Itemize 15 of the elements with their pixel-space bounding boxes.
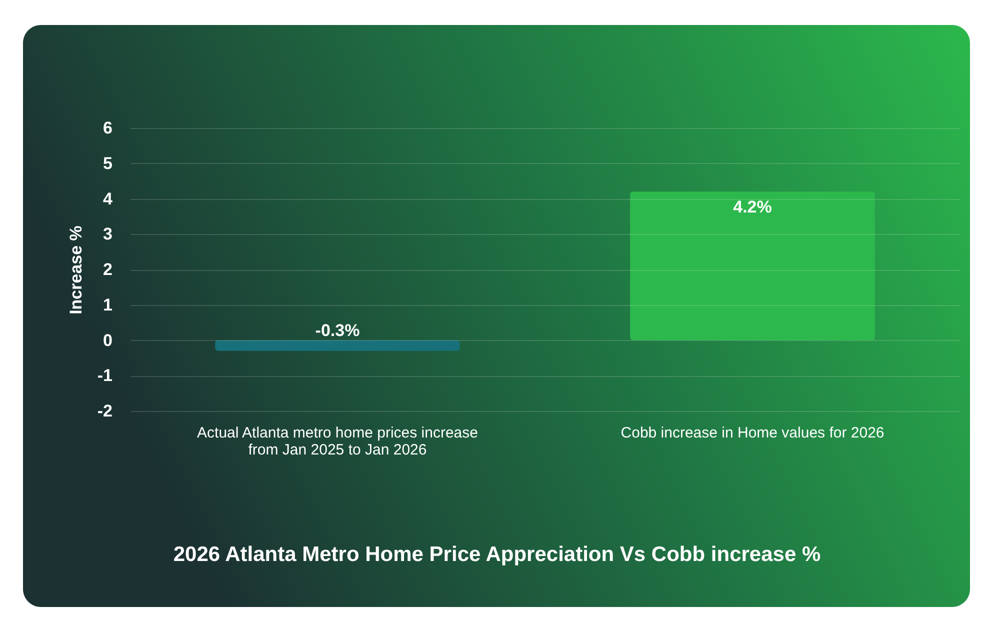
data-label: -0.3% <box>315 320 360 340</box>
x-tick-label: Cobb increase in Home values for 2026 <box>620 424 884 442</box>
y-tick-label: 2 <box>103 260 112 279</box>
y-tick-label: -1 <box>97 366 112 386</box>
y-tick-label: 6 <box>103 118 112 138</box>
text: 2026 Atlanta Metro Home Price Appreciation Vs Cobb increase % <box>173 543 821 566</box>
data-label: 4.2% <box>733 198 772 217</box>
y-tick-label: 3 <box>103 224 112 244</box>
y-tick-label: -2 <box>97 402 112 420</box>
y-tick-label: 0 <box>103 330 112 350</box>
x-tick-label: Actual Atlanta metro home prices increase from Jan 2025 to Jan 2026 <box>197 424 478 458</box>
y-tick-label: 1 <box>103 295 112 314</box>
y-tick-label: 4 <box>103 189 114 208</box>
y-tick-label: 5 <box>103 154 112 173</box>
y-axis-title: Increase % <box>66 226 86 314</box>
